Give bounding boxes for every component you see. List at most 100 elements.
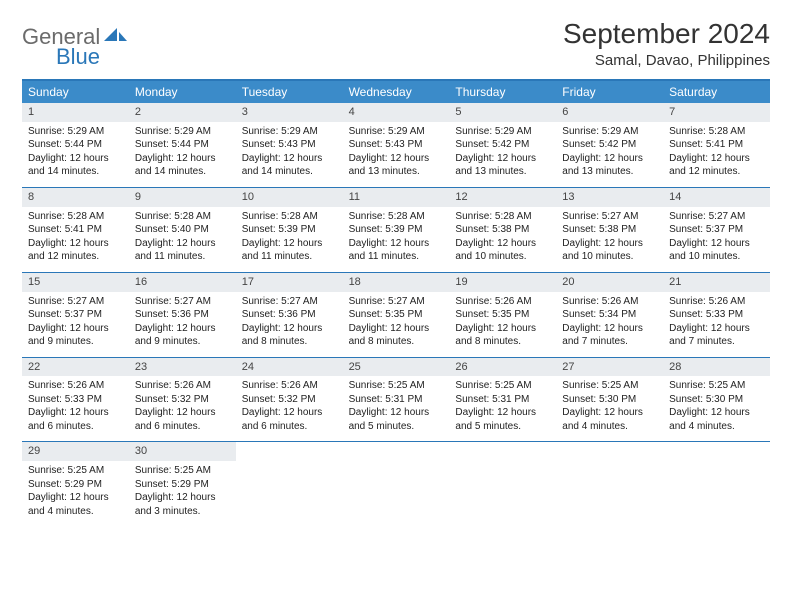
sunset-text: Sunset: 5:38 PM (455, 223, 550, 237)
day-details: Sunrise: 5:29 AMSunset: 5:42 PMDaylight:… (556, 122, 663, 187)
daylight-text: and 7 minutes. (562, 335, 657, 349)
sunset-text: Sunset: 5:33 PM (28, 393, 123, 407)
sunset-text: Sunset: 5:38 PM (562, 223, 657, 237)
sunrise-text: Sunrise: 5:28 AM (242, 210, 337, 224)
daylight-text: and 5 minutes. (455, 420, 550, 434)
calendar-day-cell: 19Sunrise: 5:26 AMSunset: 5:35 PMDayligh… (449, 273, 556, 357)
sunset-text: Sunset: 5:41 PM (28, 223, 123, 237)
calendar-day-cell: 22Sunrise: 5:26 AMSunset: 5:33 PMDayligh… (22, 358, 129, 442)
daylight-text: Daylight: 12 hours (242, 406, 337, 420)
day-details: Sunrise: 5:28 AMSunset: 5:38 PMDaylight:… (449, 207, 556, 272)
weekday-header: Monday (129, 81, 236, 103)
calendar-day-cell (236, 442, 343, 526)
day-number (663, 442, 770, 461)
day-details: Sunrise: 5:26 AMSunset: 5:34 PMDaylight:… (556, 292, 663, 357)
calendar-day-cell: 29Sunrise: 5:25 AMSunset: 5:29 PMDayligh… (22, 442, 129, 526)
sunrise-text: Sunrise: 5:29 AM (135, 125, 230, 139)
daylight-text: Daylight: 12 hours (135, 152, 230, 166)
day-number: 19 (449, 273, 556, 292)
daylight-text: and 8 minutes. (349, 335, 444, 349)
daylight-text: Daylight: 12 hours (28, 491, 123, 505)
day-number: 30 (129, 442, 236, 461)
sunrise-text: Sunrise: 5:27 AM (135, 295, 230, 309)
sunrise-text: Sunrise: 5:25 AM (28, 464, 123, 478)
daylight-text: Daylight: 12 hours (562, 406, 657, 420)
day-details: Sunrise: 5:26 AMSunset: 5:33 PMDaylight:… (22, 376, 129, 441)
day-number: 5 (449, 103, 556, 122)
sunrise-text: Sunrise: 5:28 AM (135, 210, 230, 224)
calendar-day-cell: 7Sunrise: 5:28 AMSunset: 5:41 PMDaylight… (663, 103, 770, 187)
daylight-text: and 7 minutes. (669, 335, 764, 349)
calendar-day-cell: 13Sunrise: 5:27 AMSunset: 5:38 PMDayligh… (556, 188, 663, 272)
daylight-text: and 12 minutes. (669, 165, 764, 179)
daylight-text: and 9 minutes. (135, 335, 230, 349)
sunrise-text: Sunrise: 5:27 AM (28, 295, 123, 309)
calendar-day-cell: 25Sunrise: 5:25 AMSunset: 5:31 PMDayligh… (343, 358, 450, 442)
day-details: Sunrise: 5:29 AMSunset: 5:44 PMDaylight:… (22, 122, 129, 187)
day-number: 6 (556, 103, 663, 122)
sunset-text: Sunset: 5:32 PM (135, 393, 230, 407)
page-title: September 2024 (563, 18, 770, 50)
sunrise-text: Sunrise: 5:25 AM (669, 379, 764, 393)
daylight-text: Daylight: 12 hours (242, 237, 337, 251)
day-details: Sunrise: 5:25 AMSunset: 5:31 PMDaylight:… (449, 376, 556, 441)
daylight-text: Daylight: 12 hours (242, 152, 337, 166)
day-details: Sunrise: 5:25 AMSunset: 5:30 PMDaylight:… (663, 376, 770, 441)
day-number: 4 (343, 103, 450, 122)
daylight-text: and 6 minutes. (135, 420, 230, 434)
day-details: Sunrise: 5:25 AMSunset: 5:29 PMDaylight:… (129, 461, 236, 526)
daylight-text: Daylight: 12 hours (28, 152, 123, 166)
day-details: Sunrise: 5:28 AMSunset: 5:40 PMDaylight:… (129, 207, 236, 272)
weekday-header: Saturday (663, 81, 770, 103)
day-number: 12 (449, 188, 556, 207)
day-details: Sunrise: 5:27 AMSunset: 5:36 PMDaylight:… (236, 292, 343, 357)
daylight-text: Daylight: 12 hours (349, 322, 444, 336)
daylight-text: Daylight: 12 hours (669, 406, 764, 420)
sunrise-text: Sunrise: 5:29 AM (455, 125, 550, 139)
day-number: 20 (556, 273, 663, 292)
day-number: 24 (236, 358, 343, 377)
sunrise-text: Sunrise: 5:25 AM (349, 379, 444, 393)
daylight-text: and 14 minutes. (135, 165, 230, 179)
calendar-day-cell: 5Sunrise: 5:29 AMSunset: 5:42 PMDaylight… (449, 103, 556, 187)
daylight-text: and 11 minutes. (242, 250, 337, 264)
day-details: Sunrise: 5:26 AMSunset: 5:32 PMDaylight:… (129, 376, 236, 441)
day-details: Sunrise: 5:25 AMSunset: 5:31 PMDaylight:… (343, 376, 450, 441)
day-number: 10 (236, 188, 343, 207)
sunset-text: Sunset: 5:44 PM (135, 138, 230, 152)
sunset-text: Sunset: 5:44 PM (28, 138, 123, 152)
sunset-text: Sunset: 5:35 PM (455, 308, 550, 322)
day-number: 8 (22, 188, 129, 207)
daylight-text: and 8 minutes. (455, 335, 550, 349)
calendar-day-cell: 23Sunrise: 5:26 AMSunset: 5:32 PMDayligh… (129, 358, 236, 442)
day-details: Sunrise: 5:26 AMSunset: 5:32 PMDaylight:… (236, 376, 343, 441)
day-number (556, 442, 663, 461)
sunset-text: Sunset: 5:40 PM (135, 223, 230, 237)
day-number: 13 (556, 188, 663, 207)
daylight-text: Daylight: 12 hours (135, 406, 230, 420)
calendar-day-cell: 8Sunrise: 5:28 AMSunset: 5:41 PMDaylight… (22, 188, 129, 272)
calendar-day-cell: 14Sunrise: 5:27 AMSunset: 5:37 PMDayligh… (663, 188, 770, 272)
day-number: 21 (663, 273, 770, 292)
day-number (449, 442, 556, 461)
sunrise-text: Sunrise: 5:25 AM (135, 464, 230, 478)
sunrise-text: Sunrise: 5:29 AM (242, 125, 337, 139)
day-number: 17 (236, 273, 343, 292)
daylight-text: and 5 minutes. (349, 420, 444, 434)
day-details: Sunrise: 5:28 AMSunset: 5:39 PMDaylight:… (343, 207, 450, 272)
day-details: Sunrise: 5:27 AMSunset: 5:35 PMDaylight:… (343, 292, 450, 357)
weekday-header: Friday (556, 81, 663, 103)
sunset-text: Sunset: 5:39 PM (242, 223, 337, 237)
day-number: 27 (556, 358, 663, 377)
sunrise-text: Sunrise: 5:28 AM (669, 125, 764, 139)
sunset-text: Sunset: 5:43 PM (349, 138, 444, 152)
calendar-day-cell (663, 442, 770, 526)
day-number: 14 (663, 188, 770, 207)
title-block: September 2024 Samal, Davao, Philippines (563, 18, 770, 69)
calendar-day-cell: 24Sunrise: 5:26 AMSunset: 5:32 PMDayligh… (236, 358, 343, 442)
daylight-text: and 13 minutes. (349, 165, 444, 179)
daylight-text: Daylight: 12 hours (669, 237, 764, 251)
day-details: Sunrise: 5:25 AMSunset: 5:30 PMDaylight:… (556, 376, 663, 441)
calendar-day-cell (556, 442, 663, 526)
day-number: 16 (129, 273, 236, 292)
